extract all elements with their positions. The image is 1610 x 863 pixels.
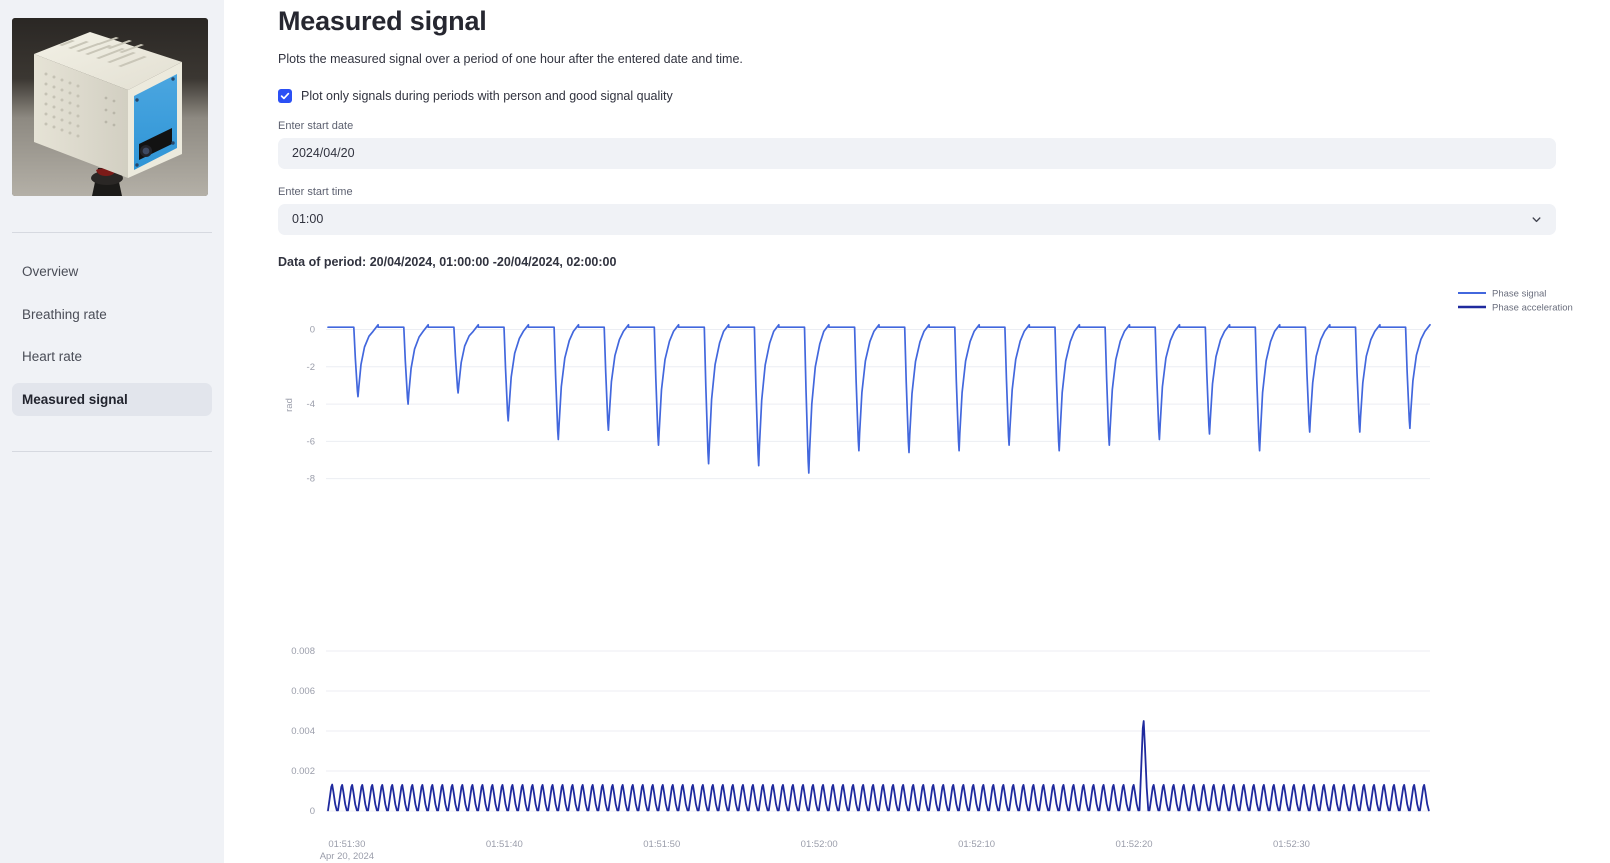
x-tick-label: 01:51:50	[643, 839, 680, 850]
phase-signal-line	[327, 323, 1431, 474]
start-time-field-block: Enter start time 01:00	[278, 185, 1556, 235]
phase-acceleration-line	[327, 719, 1430, 812]
y-tick-label: 0.008	[291, 646, 315, 657]
x-tick-label: 01:51:40	[486, 839, 523, 850]
y-tick-label: 0	[310, 806, 315, 817]
sidebar-item-measured-signal[interactable]: Measured signal	[12, 382, 212, 416]
y-tick-label: -8	[307, 473, 315, 484]
x-tick-label: 01:52:30	[1273, 839, 1310, 850]
sidebar: Overview Breathing rate Heart rate Measu…	[0, 0, 224, 863]
charts-container: 0 -2 -4 -6 -8 rad Phase signal Phase accelerati…	[278, 289, 1573, 863]
x-tick-label: 01:52:20	[1116, 839, 1153, 850]
y-tick-label: 0	[310, 324, 315, 335]
checkbox-checked-icon[interactable]	[278, 88, 292, 103]
y-tick-label: -2	[307, 362, 315, 373]
page-title: Measured signal	[278, 6, 487, 36]
x-tick-label: 01:51:30	[328, 839, 365, 850]
legend-label[interactable]: Phase signal	[1492, 289, 1546, 299]
sidebar-item-overview[interactable]: Overview	[22, 264, 79, 279]
start-date-label: Enter start date	[278, 119, 354, 132]
start-time-label: Enter start time	[278, 185, 353, 198]
device-photo-illustration	[12, 18, 208, 196]
chevron-down-icon[interactable]	[1531, 214, 1542, 225]
data-period-value: 20/04/2024, 01:00:00 -20/04/2024, 02:00:…	[369, 254, 617, 269]
sidebar-item-heart-rate[interactable]: Heart rate	[22, 349, 83, 364]
sidebar-divider-bottom	[12, 451, 212, 452]
measured-signal-charts[interactable]: 0 -2 -4 -6 -8 rad Phase signal Phase accelerati…	[278, 289, 1610, 863]
y-axis-title: rad	[284, 398, 295, 412]
start-time-select[interactable]: 01:00	[278, 203, 1556, 235]
plot-quality-checkbox-row[interactable]: Plot only signals during periods with pe…	[278, 88, 1556, 103]
page-description: Plots the measured signal over a period …	[278, 52, 743, 66]
x-tick-date-sublabel: Apr 20, 2024	[320, 851, 374, 862]
start-date-field-block: Enter start date 2024/04/20	[278, 119, 1556, 169]
y-tick-label: 0.006	[291, 686, 315, 697]
sidebar-nav: Overview Breathing rate Heart rate Measu…	[12, 255, 212, 425]
sidebar-divider-top	[12, 232, 212, 233]
y-tick-label: -6	[307, 436, 315, 447]
legend-label[interactable]: Phase acceleration	[1492, 302, 1573, 313]
y-tick-label: -4	[307, 399, 315, 410]
start-date-input[interactable]: 2024/04/20	[278, 137, 1556, 169]
y-tick-label: 0.004	[291, 726, 315, 737]
plot-quality-checkbox-label: Plot only signals during periods with pe…	[301, 88, 673, 103]
sensor-device-photo	[12, 18, 208, 196]
y-tick-label: 0.002	[291, 766, 315, 777]
main-content: Measured signal Plots the measured signa…	[224, 0, 1610, 863]
start-date-value: 2024/04/20	[292, 146, 355, 161]
x-tick-label: 01:52:00	[801, 839, 838, 850]
start-time-value: 01:00	[292, 212, 324, 227]
data-period-label: Data of period:	[278, 254, 367, 269]
data-period-line: Data of period: 20/04/2024, 01:00:00 -20…	[278, 255, 1556, 269]
sidebar-item-breathing-rate[interactable]: Breathing rate	[22, 306, 107, 322]
x-tick-label: 01:52:10	[958, 839, 995, 850]
